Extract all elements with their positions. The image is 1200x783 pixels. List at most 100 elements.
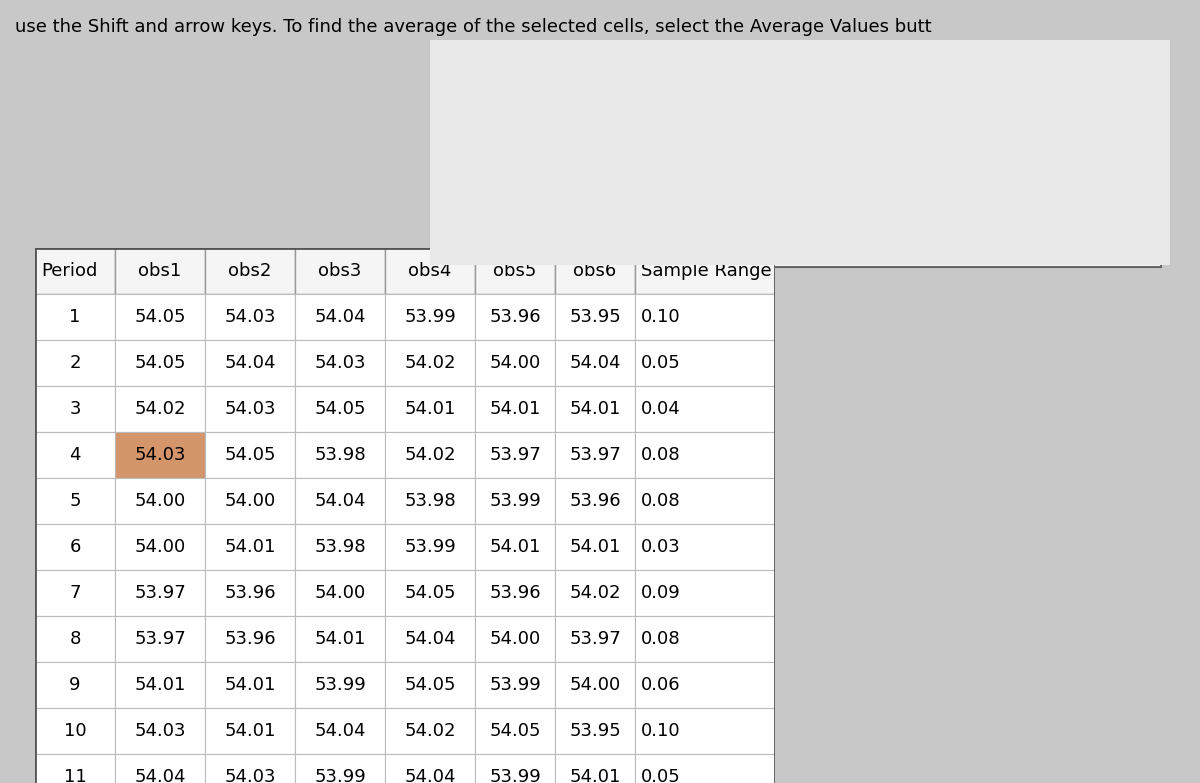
Bar [205,340,295,386]
Text: 54.03: 54.03 [224,308,276,326]
Bar [295,432,385,478]
Text: 53.99: 53.99 [404,538,456,556]
Bar [205,570,295,616]
Text: Period: Period [41,262,97,280]
Bar [115,248,205,294]
FancyBboxPatch shape [587,175,768,225]
Text: 53.96: 53.96 [224,630,276,648]
Bar [385,570,475,616]
Bar [35,616,115,662]
Text: 53.98: 53.98 [314,538,366,556]
Text: Sample Range: Sample Range [641,262,772,280]
Text: 54.01: 54.01 [314,630,366,648]
Bar [115,708,205,754]
Bar [205,524,295,570]
Bar [35,662,115,708]
Bar [475,294,554,340]
Text: 54.03: 54.03 [134,446,186,464]
Text: 54.01: 54.01 [569,768,620,783]
Bar [475,708,554,754]
Bar [205,294,295,340]
Text: 54.04: 54.04 [314,308,366,326]
Bar [475,248,554,294]
Text: 54.02: 54.02 [404,446,456,464]
Bar [635,754,775,783]
Text: 0.05: 0.05 [641,768,680,783]
Text: 54.01: 54.01 [224,676,276,694]
Bar [35,248,115,294]
Text: 54.01: 54.01 [490,538,541,556]
Bar [475,570,554,616]
Bar [554,524,635,570]
Bar [35,478,115,524]
Text: Copy Table: Copy Table [493,72,592,90]
Text: 54.00: 54.00 [134,538,186,556]
Bar [635,616,775,662]
Bar [475,524,554,570]
Text: 4: 4 [70,446,80,464]
Bar [35,340,115,386]
Bar [475,662,554,708]
Text: 54.04: 54.04 [404,630,456,648]
Text: 53.97: 53.97 [134,584,186,602]
Text: 54.04: 54.04 [569,354,620,372]
Bar [635,432,775,478]
Bar [635,478,775,524]
Text: 54.03: 54.03 [224,768,276,783]
Bar [35,294,115,340]
Text: 0.09: 0.09 [641,584,680,602]
Text: 54.00: 54.00 [490,630,541,648]
Text: 54.03: 54.03 [314,354,366,372]
Text: obs5: obs5 [493,262,536,280]
Text: 0.05: 0.05 [641,354,680,372]
Text: 53.96: 53.96 [490,308,541,326]
Text: 53.97: 53.97 [490,446,541,464]
Text: Copy Value: Copy Value [626,191,728,209]
Text: 3: 3 [70,400,80,418]
Bar [385,294,475,340]
Text: 54.05: 54.05 [134,308,186,326]
Text: 53.99: 53.99 [490,492,541,510]
Text: 54.00: 54.00 [569,676,620,694]
Bar [115,570,205,616]
Text: 54.01: 54.01 [224,538,276,556]
Text: 54.00: 54.00 [134,492,186,510]
Bar [205,616,295,662]
Text: 1: 1 [70,308,80,326]
Text: obs6: obs6 [574,262,617,280]
Bar [385,708,475,754]
Text: 0.10: 0.10 [641,308,680,326]
Bar [554,708,635,754]
Text: 53.99: 53.99 [314,768,366,783]
Bar [635,294,775,340]
Bar [115,432,205,478]
Text: 54.00: 54.00 [224,492,276,510]
Text: obs4: obs4 [408,262,451,280]
Bar [35,570,115,616]
Bar [475,432,554,478]
Bar [635,248,775,294]
Bar [554,340,635,386]
Text: 54.01: 54.01 [569,400,620,418]
Bar [295,570,385,616]
Text: 54.01: 54.01 [134,676,186,694]
Text: 54.03: 54.03 [224,400,276,418]
FancyBboxPatch shape [439,118,1162,267]
Bar [635,386,775,432]
Text: 54.01: 54.01 [224,722,276,740]
Bar [554,248,635,294]
Bar [115,662,205,708]
Bar [205,478,295,524]
Text: 54.05: 54.05 [134,354,186,372]
Text: 54.04: 54.04 [404,768,456,783]
Text: 6: 6 [70,538,80,556]
Text: 54.05: 54.05 [404,676,456,694]
Bar [205,432,295,478]
Text: 54.03: 54.03 [134,722,186,740]
FancyBboxPatch shape [462,56,623,106]
Text: 0.06: 0.06 [641,676,680,694]
Text: 5: 5 [70,492,80,510]
Text: 53.95: 53.95 [569,722,620,740]
Text: 53.99: 53.99 [490,768,541,783]
Bar [385,478,475,524]
